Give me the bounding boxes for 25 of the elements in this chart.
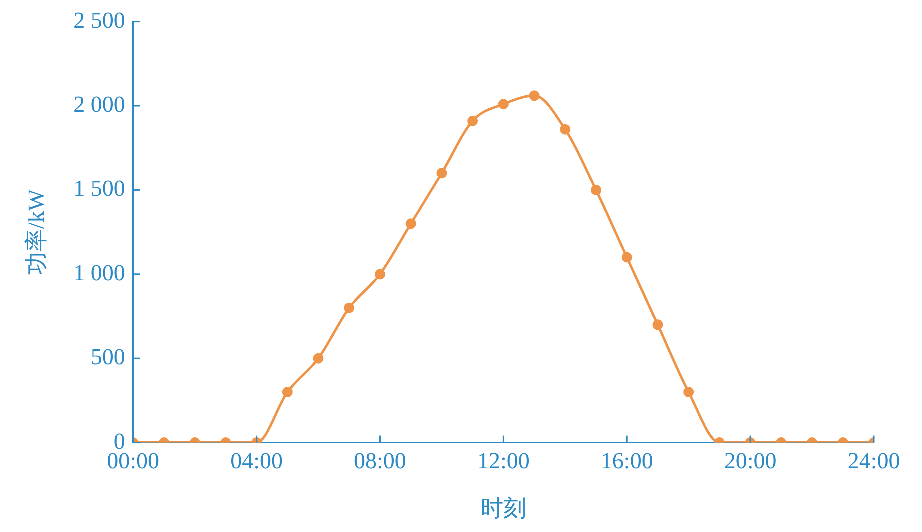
point [591, 184, 602, 196]
point [468, 116, 478, 126]
point [313, 353, 324, 364]
x-tick-label: 24:00 [848, 448, 900, 474]
point [622, 252, 632, 263]
x-tick-label: 12:00 [477, 448, 530, 474]
y-tick-label: 1 500 [74, 176, 126, 202]
x-axis-title: 时刻 [480, 496, 527, 522]
y-axis-title: 功率/kW [24, 189, 49, 276]
y-tick-label: 2 500 [74, 8, 126, 33]
point [406, 218, 416, 230]
point [436, 168, 448, 179]
point [344, 302, 355, 314]
x-tick-label: 16:00 [600, 448, 654, 474]
point [498, 99, 509, 110]
x-tick-label: 20:00 [724, 448, 777, 474]
y-tick-label: 2 000 [74, 92, 126, 118]
y-tick-label: 1 000 [74, 260, 126, 286]
point [529, 90, 540, 102]
x-tick-label: 04:00 [230, 448, 283, 474]
point [374, 269, 386, 280]
point [652, 320, 664, 330]
point [560, 124, 571, 135]
y-tick-label: 500 [90, 344, 126, 370]
x-tick-label: 08:00 [354, 448, 406, 474]
